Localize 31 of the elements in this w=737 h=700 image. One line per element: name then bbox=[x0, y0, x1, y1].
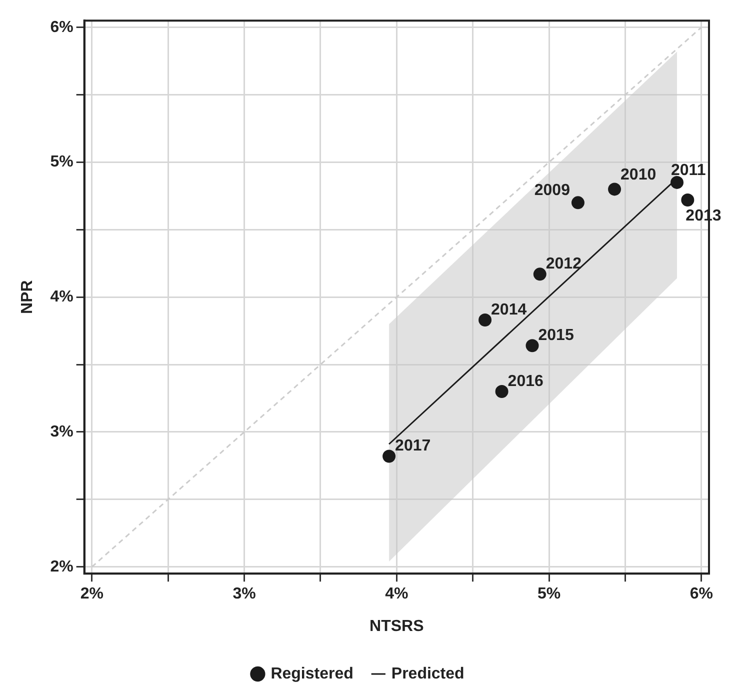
point bbox=[495, 385, 508, 398]
x-axis-title: NTSRS bbox=[370, 618, 424, 635]
y-tick-label: 4% bbox=[50, 288, 74, 306]
point bbox=[526, 339, 539, 352]
x-tick-label: 2% bbox=[80, 586, 104, 603]
point bbox=[478, 314, 492, 327]
point bbox=[608, 182, 622, 196]
x-tick-label: 4% bbox=[385, 586, 408, 603]
legend-label: Predicted bbox=[391, 665, 464, 682]
y-tick-label: 3% bbox=[50, 423, 74, 440]
y-tick-label: 6% bbox=[50, 18, 74, 36]
annotation: 2009 bbox=[534, 182, 570, 200]
point bbox=[533, 268, 546, 281]
annotation: 2010 bbox=[620, 166, 656, 184]
point bbox=[571, 196, 584, 210]
annotation: 2016 bbox=[508, 372, 544, 390]
annotation: 2015 bbox=[538, 327, 574, 344]
point bbox=[382, 450, 396, 463]
annotation: 2017 bbox=[395, 438, 431, 455]
y-axis-title: NPR bbox=[19, 280, 36, 314]
x-tick-label: 6% bbox=[690, 586, 713, 603]
point bbox=[670, 176, 684, 189]
y-tick-label: 2% bbox=[50, 558, 74, 576]
point bbox=[681, 193, 694, 206]
annotation: 2012 bbox=[546, 256, 582, 273]
x-tick-label: 3% bbox=[232, 586, 256, 603]
annotation: 2011 bbox=[671, 162, 706, 179]
y-tick-label: 5% bbox=[50, 154, 74, 171]
legend-label: Registered bbox=[270, 665, 354, 682]
x-tick-label: 5% bbox=[537, 586, 561, 603]
annotation: 2014 bbox=[491, 301, 527, 318]
